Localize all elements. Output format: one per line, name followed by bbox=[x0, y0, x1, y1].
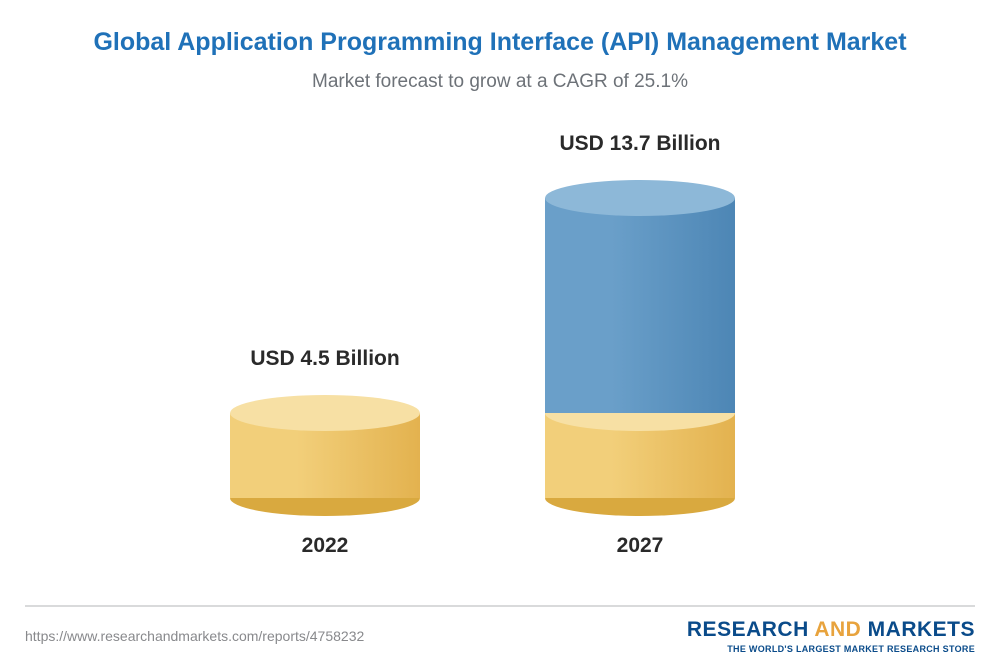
brand-block: RESEARCH AND MARKETS THE WORLD'S LARGEST… bbox=[687, 618, 975, 654]
subtitle: Market forecast to grow at a CAGR of 25.… bbox=[40, 71, 960, 93]
year-label: 2027 bbox=[600, 534, 680, 558]
cylinder-top-ellipse bbox=[545, 180, 735, 216]
cylinder-body bbox=[545, 198, 735, 413]
brand-part3: MARKETS bbox=[868, 618, 975, 641]
page-title: Global Application Programming Interface… bbox=[40, 28, 960, 57]
brand-name: RESEARCH AND MARKETS bbox=[687, 618, 975, 642]
cylinder-top-ellipse bbox=[230, 395, 420, 431]
footer-divider bbox=[25, 605, 975, 607]
value-label: USD 13.7 Billion bbox=[559, 132, 720, 156]
brand-tagline: THE WORLD'S LARGEST MARKET RESEARCH STOR… bbox=[687, 644, 975, 654]
cylinder-chart: USD 4.5 Billion2022USD 13.7 Billion2027 bbox=[40, 103, 960, 533]
source-url: https://www.researchandmarkets.com/repor… bbox=[25, 628, 364, 644]
footer: https://www.researchandmarkets.com/repor… bbox=[0, 605, 1000, 667]
year-label: 2022 bbox=[285, 534, 365, 558]
value-label: USD 4.5 Billion bbox=[250, 347, 399, 371]
brand-part1: RESEARCH bbox=[687, 618, 809, 641]
brand-part2: AND bbox=[814, 618, 861, 641]
